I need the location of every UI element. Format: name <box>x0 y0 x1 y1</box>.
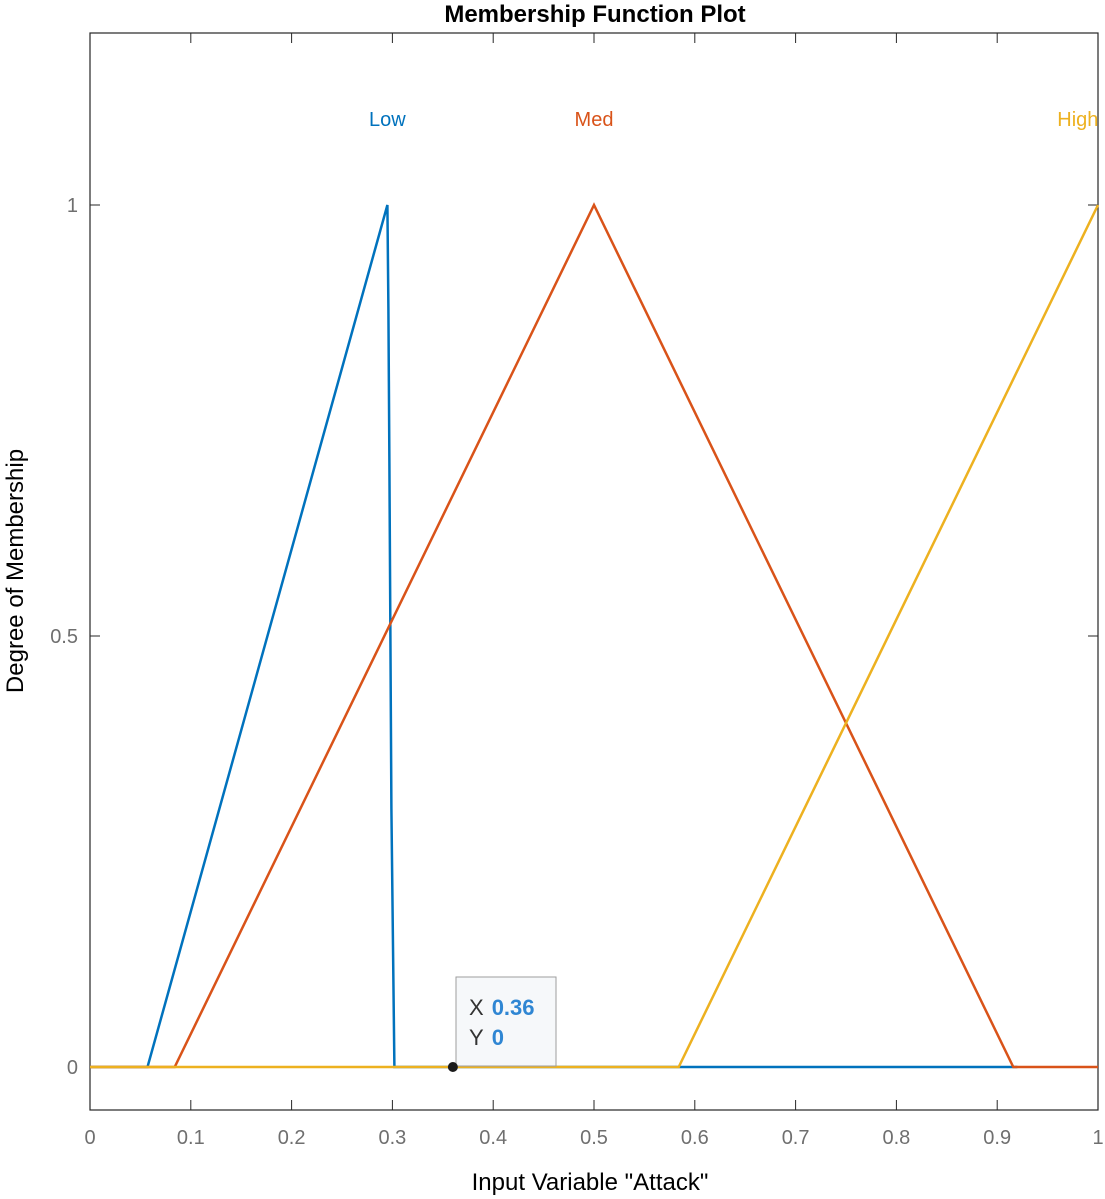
x-tick-label: 0.1 <box>177 1127 205 1149</box>
y-tick-label: 0 <box>67 1057 78 1079</box>
x-tick-label: 0.5 <box>580 1127 608 1149</box>
x-tick-label: 0 <box>84 1127 95 1149</box>
y-axis-label: Degree of Membership <box>2 449 29 693</box>
x-axis-label: Input Variable "Attack" <box>472 1169 709 1196</box>
datatip-y-key: Y <box>469 1025 484 1050</box>
datatip-x-row: X 0.36 <box>469 995 535 1020</box>
chart-title: Membership Function Plot <box>444 1 745 28</box>
x-tick-label: 0.7 <box>782 1127 810 1149</box>
datatip-box <box>455 976 557 1067</box>
axis-ticks: 0 0.1 0.2 0.3 0.4 0.5 0.6 0.7 0.8 0.9 1 0 0.5 1 <box>50 33 1104 1149</box>
mf-label-med: Med <box>575 109 614 131</box>
x-tick-label: 0.3 <box>378 1127 406 1149</box>
x-tick-label: 0.9 <box>983 1127 1011 1149</box>
datatip-marker[interactable] <box>447 1062 458 1072</box>
y-tick-label: 0.5 <box>50 626 78 648</box>
x-tick-label: 0.2 <box>278 1127 306 1149</box>
membership-labels: Low Med High <box>369 109 1098 131</box>
x-tick-label: 0.6 <box>681 1127 709 1149</box>
mf-label-low: Low <box>369 109 406 131</box>
datatip-y-value: 0 <box>492 1025 504 1050</box>
datatip-x-key: X <box>469 995 484 1020</box>
series-line-low[interactable] <box>90 204 1018 1069</box>
series-line-high[interactable] <box>90 204 1100 1069</box>
x-tick-label: 0.4 <box>479 1127 507 1149</box>
series-layer <box>90 202 1100 1069</box>
plot-area[interactable] <box>89 32 1099 1111</box>
mf-label-high: High <box>1057 109 1098 131</box>
datatip-x-value: 0.36 <box>492 995 535 1020</box>
x-tick-label: 1 <box>1092 1127 1103 1149</box>
x-tick-label: 0.8 <box>882 1127 910 1149</box>
y-tick-label: 1 <box>67 195 78 217</box>
